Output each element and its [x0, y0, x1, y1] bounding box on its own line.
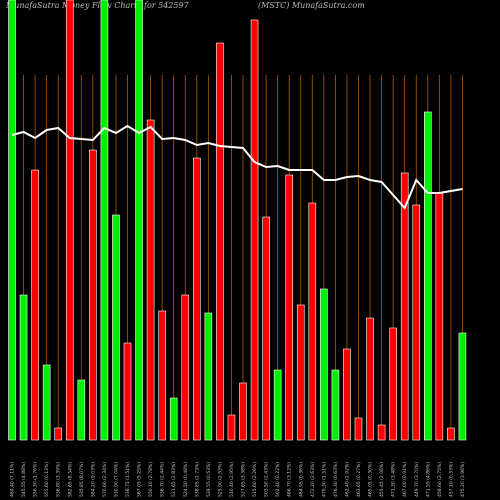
x-tick-label: 536.70 (2.44%) — [160, 462, 166, 497]
price-line — [11, 124, 463, 210]
x-tick-label: 458.60 (2.75%) — [437, 462, 443, 497]
bar — [65, 0, 74, 441]
x-tick-label: 449.70 (3.70%) — [414, 462, 420, 497]
x-tick-label: 525.90 (2.53%) — [217, 462, 223, 497]
x-tick-label: 536.80 (3.39%) — [56, 462, 62, 497]
x-tick-label: 475.20 (3.96%) — [460, 462, 466, 497]
bar — [400, 172, 409, 441]
bar — [285, 174, 294, 441]
x-tick-label: 502.40 (0.22%) — [275, 462, 281, 497]
chart-subtitle: (MSTC) MunafaSutra.com — [258, 1, 365, 10]
bar — [354, 417, 363, 441]
x-tick-label: 535.85 (8.07%) — [79, 462, 85, 497]
x-tick-label: 567.05 (5.25%) — [137, 462, 143, 497]
x-tick-label: 539.55 (0.53%) — [206, 462, 212, 497]
x-tick-label: 555.60 (0.13%) — [44, 462, 50, 497]
bar — [216, 42, 224, 441]
bar — [389, 327, 397, 441]
x-tick-label: 479.30 (1.51%) — [321, 462, 327, 497]
x-tick-label: 550.10 (2.78%) — [148, 462, 154, 497]
x-tick-label: 556.30 (1.76%) — [33, 462, 39, 497]
bar — [320, 288, 328, 441]
bar — [366, 317, 374, 441]
bar — [135, 0, 143, 441]
x-tick-label: 510.40 (2.95%) — [229, 462, 235, 497]
x-tick-label: 521.65 (2.83%) — [171, 462, 177, 497]
bar — [447, 427, 455, 441]
bar — [54, 427, 63, 441]
x-tick-label: 457.10 (0.33%) — [448, 462, 454, 497]
x-tick-label: 471.55 (4.86%) — [425, 462, 431, 497]
x-tick-label: 515.60 (2.26%) — [252, 462, 258, 497]
bar — [250, 19, 259, 441]
x-tick-label: 476.30 (0.63%) — [333, 462, 339, 497]
x-tick-label: 472.20 (2.63%) — [310, 462, 316, 497]
bar — [158, 310, 166, 441]
x-tick-label: 484.95 (0.36%) — [298, 462, 304, 497]
bar — [181, 294, 190, 441]
x-tick-label: 524.50 (0.48%) — [183, 462, 189, 497]
bar — [458, 332, 467, 441]
bar — [423, 111, 432, 441]
x-tick-label: 486.70 (3.12%) — [287, 462, 293, 497]
x-tick-label: 530.90 (7.04%) — [113, 462, 119, 497]
x-tick-label: 455.45 (2.06%) — [379, 462, 385, 497]
bar — [435, 192, 444, 441]
x-tick-label: 570.60 (2.34%) — [102, 462, 108, 497]
x-tick-label: 463.65 (0.27%) — [356, 462, 362, 497]
x-tick-label: 471.30 (3.48%) — [391, 462, 397, 497]
bar — [239, 382, 247, 441]
bar — [42, 364, 51, 441]
bar — [31, 169, 39, 441]
x-tick-label: 467.00 (0.91%) — [402, 462, 408, 497]
bar — [412, 204, 421, 441]
bar — [273, 369, 282, 441]
bar — [89, 149, 97, 441]
bar — [227, 414, 236, 441]
bar — [123, 342, 132, 441]
bar — [146, 119, 155, 441]
x-tick-label: 584.20 (9.03%) — [90, 462, 96, 497]
bar — [19, 294, 28, 441]
bar — [100, 0, 109, 441]
x-tick-label: 503.50 (2.43%) — [264, 462, 270, 497]
x-tick-label: 469.40 (7.11%) — [10, 462, 16, 497]
bar — [296, 304, 305, 441]
bar — [169, 397, 178, 441]
bar — [262, 216, 270, 441]
bar — [204, 312, 213, 441]
bar — [308, 202, 317, 441]
x-tick-label: 545.55 (4.88%) — [21, 462, 27, 497]
bar — [193, 157, 201, 441]
bar — [377, 424, 386, 441]
bar — [112, 214, 120, 441]
x-tick-label: 527.65 (3.38%) — [241, 462, 247, 497]
bar — [8, 0, 16, 441]
bar — [77, 379, 86, 441]
bar — [343, 348, 351, 441]
x-tick-label: 538.85 (2.73%) — [194, 462, 200, 497]
x-tick-label: 538.75 (1.51%) — [125, 462, 131, 497]
x-tick-label: 465.05 (0.30%) — [368, 462, 374, 497]
x-tick-label: 462.40 (2.92%) — [344, 462, 350, 497]
chart-title: MunafaSutra Money Flow Charts for 542597 — [5, 1, 190, 10]
bar — [331, 369, 340, 441]
x-tick-label: 582.65 (8.54%) — [67, 462, 73, 497]
